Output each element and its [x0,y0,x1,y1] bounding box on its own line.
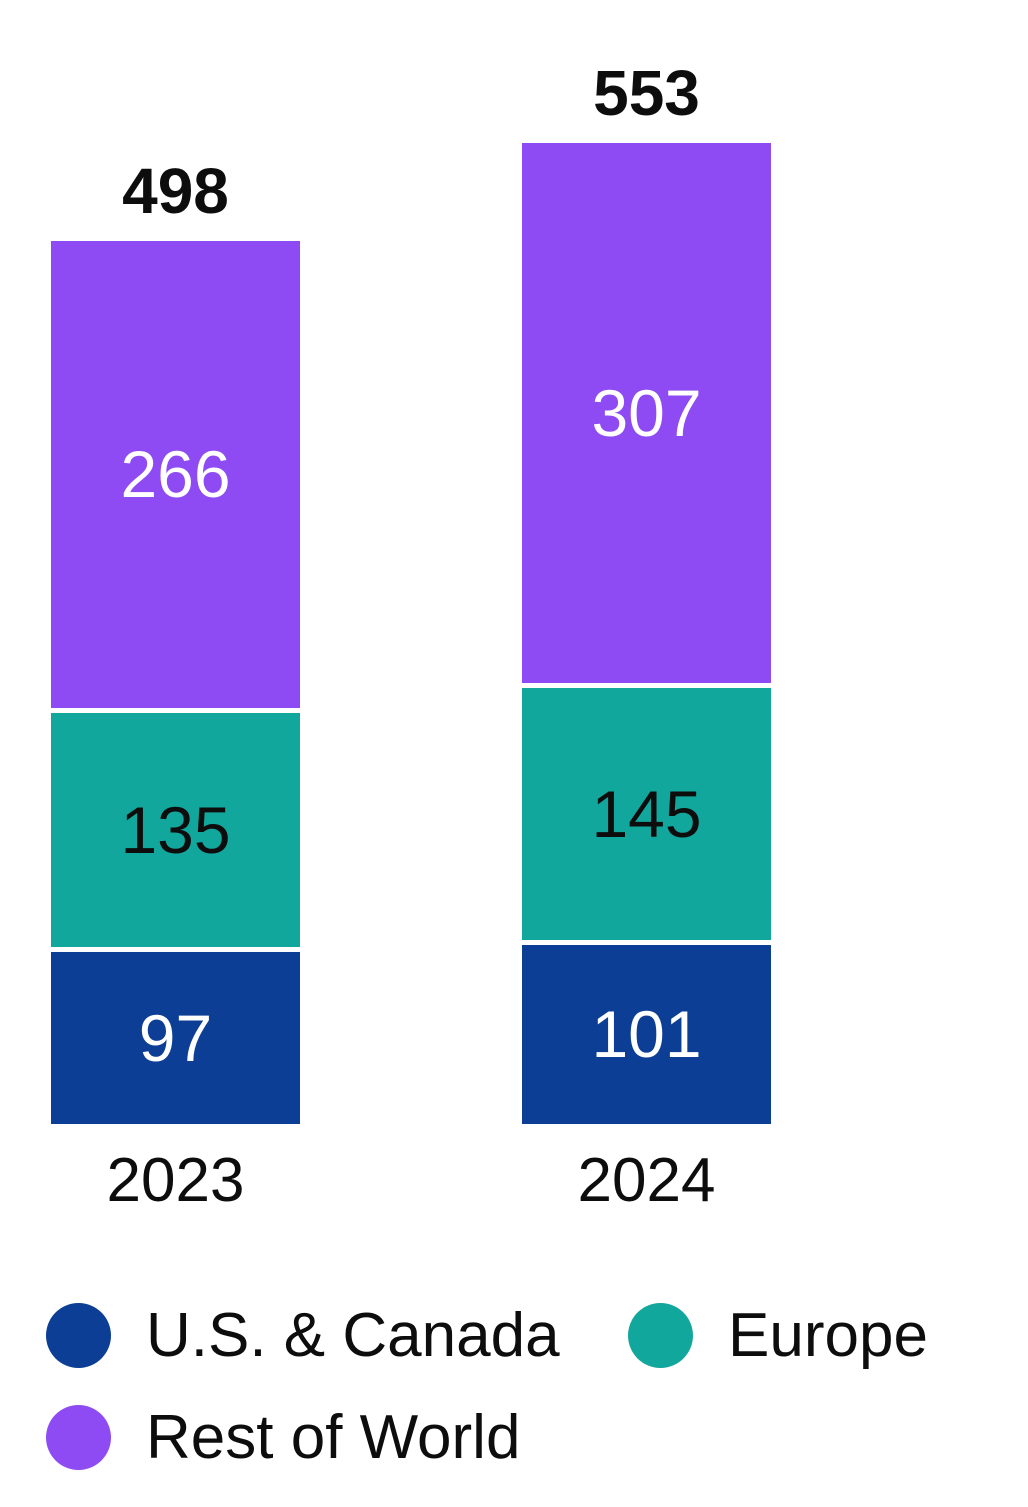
segment-value-label: 307 [591,376,702,451]
segment-value-label: 97 [138,1000,213,1075]
bar-segment-u-s-canada: 101 [522,944,771,1124]
legend-item-rest-of-world: Rest of World [46,1402,520,1473]
x-axis-label: 2023 [106,1146,245,1215]
legend-label-us-canada: U.S. & Canada [146,1301,560,1370]
total-label: 498 [122,155,229,227]
bar-segment-europe: 135 [51,712,300,952]
legend-swatch-europe-icon [628,1303,693,1368]
bar-segment-u-s-canada: 97 [51,952,300,1124]
segment-value-label: 266 [120,437,231,512]
legend-label-rest-of-world: Rest of World [146,1403,521,1472]
total-label: 553 [593,57,700,130]
segment-value-label: 135 [120,792,231,867]
bar-segment-rest-of-world: 266 [51,241,300,713]
segment-value-label: 145 [591,776,702,851]
legend-item-us-canada: U.S. & Canada [46,1300,560,1371]
segment-value-label: 101 [591,997,702,1072]
legend-label-europe: Europe [728,1301,928,1370]
legend-swatch-rest-of-world-icon [46,1405,111,1470]
bar-segment-rest-of-world: 307 [522,143,771,688]
legend-item-europe: Europe [628,1300,928,1371]
x-axis-label: 2024 [577,1145,716,1215]
legend-swatch-us-canada-icon [46,1303,111,1368]
bar-column-2024: 553 307 145 101 2024 [522,61,771,1211]
bar-segment-europe: 145 [522,687,771,945]
bar-column-2023: 498 266 135 97 2023 [51,159,300,1212]
